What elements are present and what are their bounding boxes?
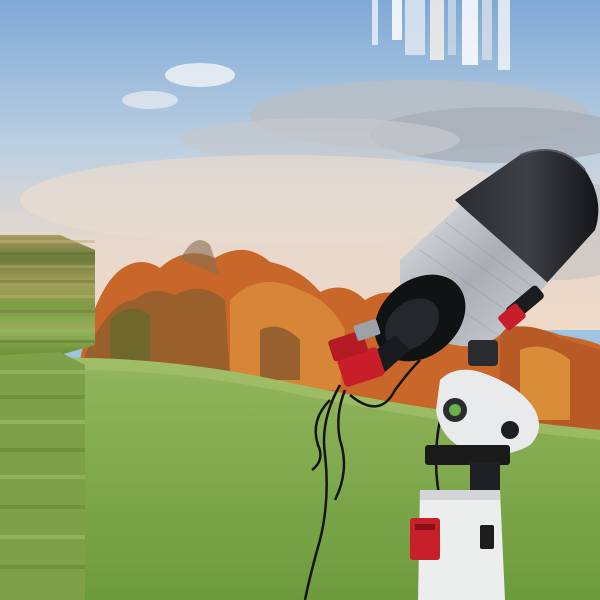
- sky-glitch-streaks: [372, 0, 510, 70]
- left-glitch-band: [0, 235, 95, 600]
- equatorial-mount: [410, 340, 539, 600]
- telescope: [328, 149, 599, 387]
